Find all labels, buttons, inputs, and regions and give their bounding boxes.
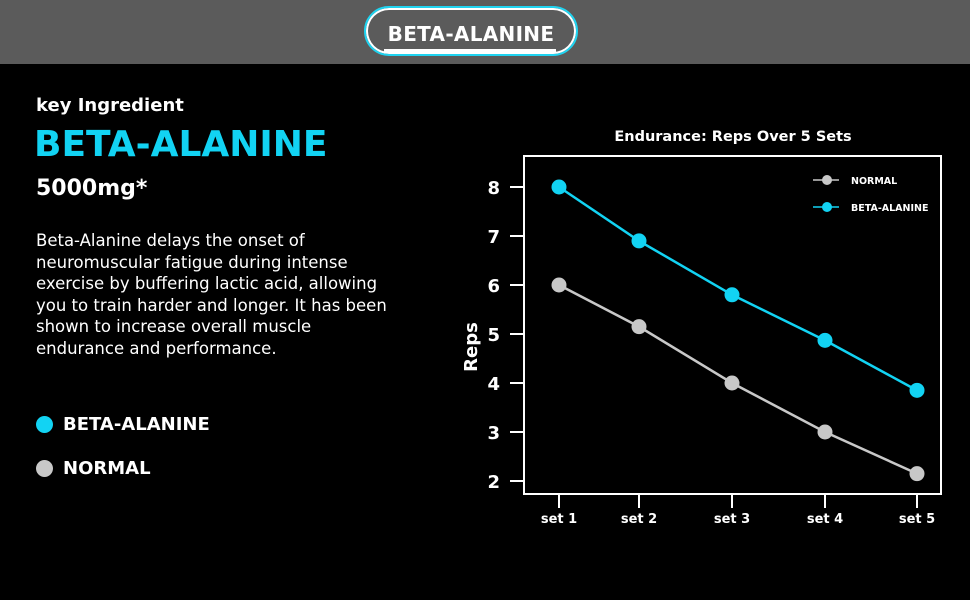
data-point-beta-alanine [909, 382, 925, 398]
x-tick-label: set 1 [541, 512, 577, 527]
x-tick-label: set 5 [899, 512, 935, 527]
legend-marker-beta-alanine [822, 202, 832, 212]
legend-item-beta-alanine: BETA-ALANINE [36, 414, 210, 435]
data-point-normal [551, 277, 567, 293]
data-point-normal [909, 466, 925, 482]
header-badge: BETA-ALANINE [364, 6, 578, 56]
description: Beta-Alanine delays the onset of neuromu… [36, 231, 387, 358]
x-tick-label: set 2 [621, 512, 657, 527]
data-point-normal [817, 424, 833, 440]
x-tick-label: set 3 [714, 512, 750, 527]
dose: 5000mg* [36, 176, 148, 201]
y-tick-label: 5 [487, 325, 500, 346]
data-point-beta-alanine [551, 179, 567, 195]
cyan-dot-icon [36, 416, 53, 433]
legend-label: NORMAL [63, 458, 151, 479]
header-bar: BETA-ALANINE [0, 0, 970, 64]
y-tick-label: 2 [487, 472, 500, 493]
y-tick-label: 8 [487, 178, 500, 199]
series-line-beta-alanine [558, 185, 918, 392]
data-point-beta-alanine [817, 332, 833, 348]
data-point-normal [724, 375, 740, 391]
data-point-beta-alanine [631, 233, 647, 249]
y-tick-label: 7 [487, 227, 500, 248]
legend-label: BETA-ALANINE [63, 414, 210, 435]
data-point-normal [631, 319, 647, 335]
x-tick-label: set 4 [807, 512, 843, 527]
y-axis-label: Reps [461, 322, 482, 372]
header-badge-underline [384, 49, 556, 52]
ingredient-title: BETA-ALANINE [34, 124, 328, 165]
chart-legend: NORMAL BETA-ALANINE [813, 175, 928, 214]
y-tick-label: 6 [487, 276, 500, 297]
y-tick-label: 3 [487, 423, 500, 444]
kicker: key Ingredient [36, 95, 184, 116]
chart-title: Endurance: Reps Over 5 Sets [614, 129, 851, 145]
header-badge-text: BETA-ALANINE [387, 22, 555, 46]
gray-dot-icon [36, 460, 53, 477]
chart-legend-normal: NORMAL [851, 176, 897, 187]
data-point-beta-alanine [724, 287, 740, 303]
chart-legend-beta-alanine: BETA-ALANINE [851, 203, 928, 214]
y-tick-label: 4 [487, 374, 500, 395]
legend-marker-normal [822, 175, 832, 185]
legend-item-normal: NORMAL [36, 458, 151, 479]
